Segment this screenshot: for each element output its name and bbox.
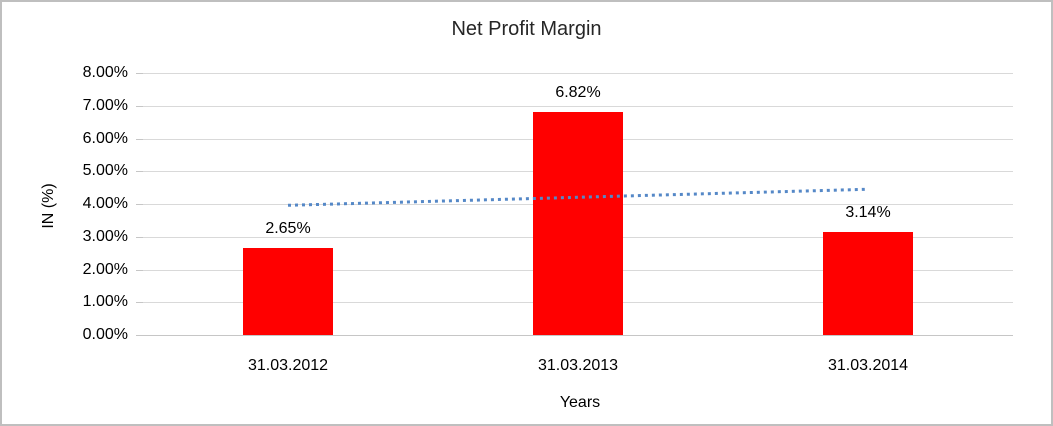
x-axis-line	[143, 335, 1013, 336]
bar-31.03.2012	[243, 248, 333, 335]
gridline	[143, 105, 1013, 107]
y-tick-mark	[136, 335, 143, 336]
y-tick-label: 0.00%	[82, 326, 128, 343]
x-category-label: 31.03.2014	[827, 357, 909, 374]
y-tick-label: 8.00%	[82, 64, 128, 81]
data-label: 3.14%	[845, 204, 891, 222]
y-tick-label: 1.00%	[82, 293, 128, 311]
y-tick-label: 2.00%	[82, 260, 128, 278]
y-tick-mark	[136, 269, 143, 271]
x-category-label: 31.03.2013	[537, 357, 619, 374]
data-label: 2.65%	[265, 220, 311, 238]
y-tick-mark	[136, 73, 143, 74]
y-tick-label: 7.00%	[82, 96, 128, 114]
y-tick-mark	[136, 138, 143, 140]
y-tick-label: 6.00%	[82, 129, 128, 147]
gridline	[143, 73, 1013, 74]
y-tick-mark	[136, 302, 143, 304]
bar-31.03.2013	[533, 111, 623, 335]
y-tick-mark	[136, 105, 143, 107]
y-tick-mark	[136, 171, 143, 173]
x-category-label: 31.03.2012	[247, 357, 329, 374]
y-tick-label: 3.00%	[82, 227, 128, 245]
bar-31.03.2014	[823, 232, 913, 335]
data-label: 6.82%	[555, 83, 601, 101]
y-tick-mark	[136, 236, 143, 238]
y-tick-mark	[136, 204, 143, 205]
y-tick-label: 4.00%	[82, 195, 128, 212]
y-axis-title: IN (%)	[40, 183, 57, 229]
chart-title: Net Profit Margin	[451, 18, 602, 40]
x-axis-title: Years	[559, 394, 601, 411]
y-tick-label: 5.00%	[82, 162, 128, 180]
